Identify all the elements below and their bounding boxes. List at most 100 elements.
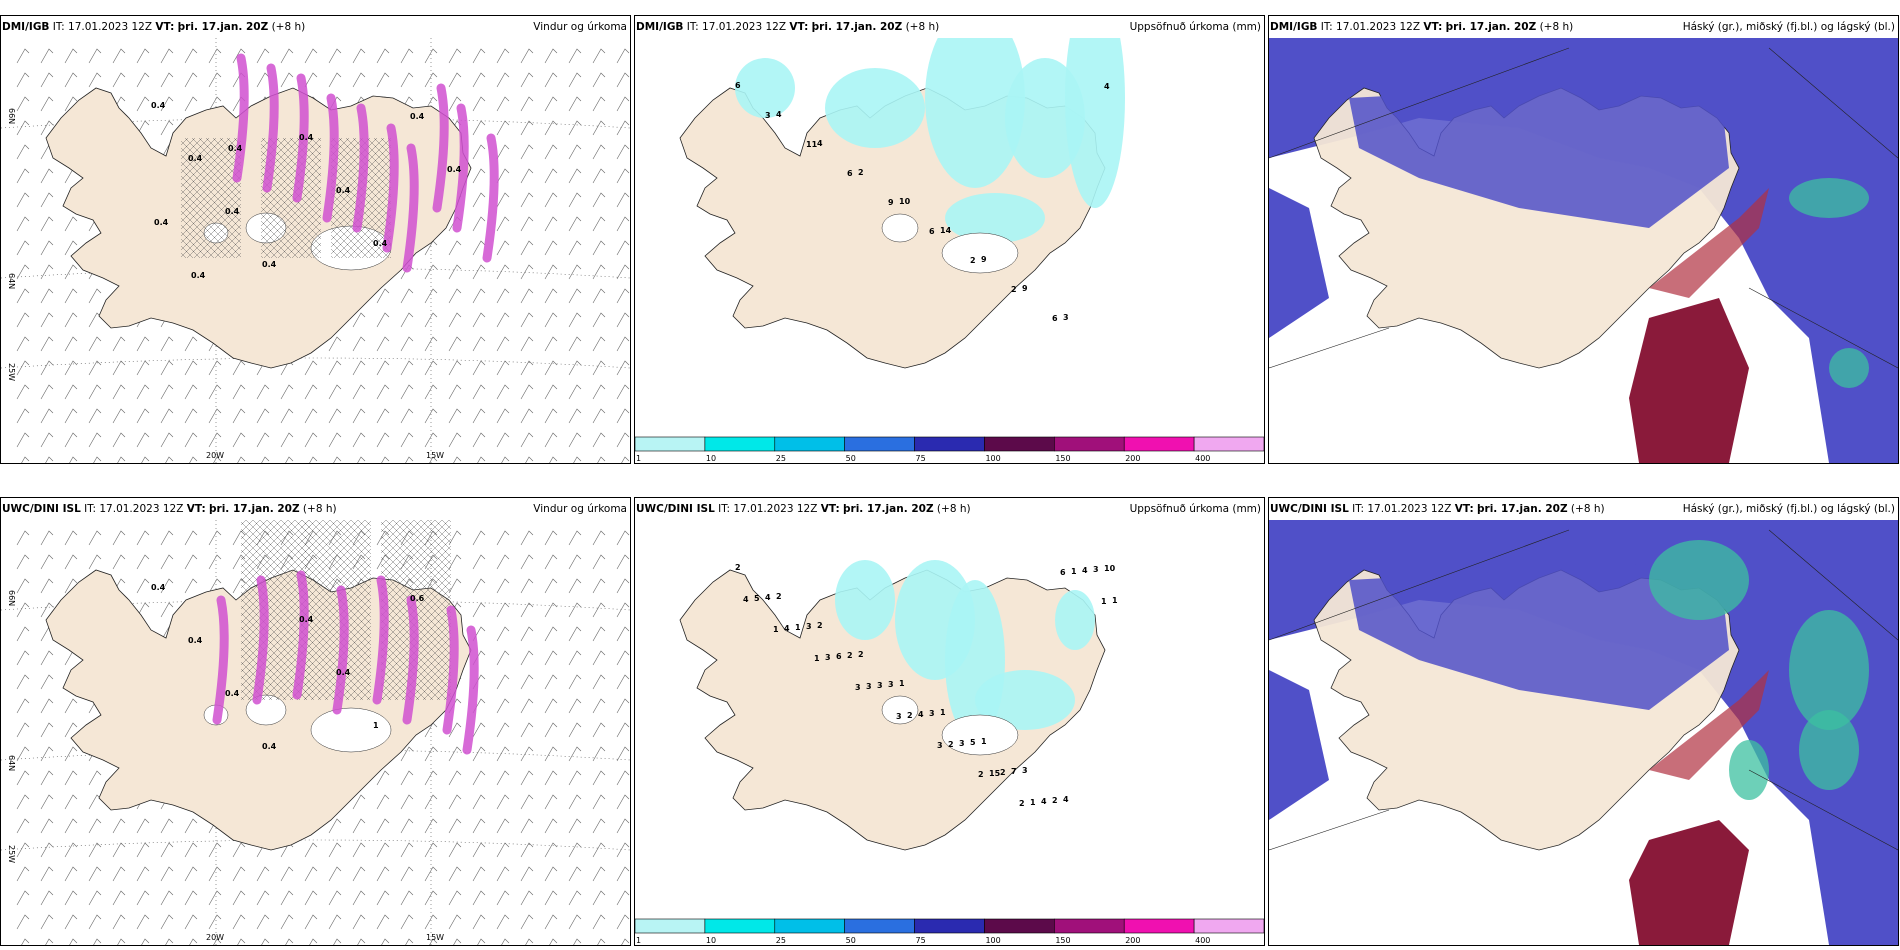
precip-streak [402,143,419,273]
precip-streak [462,625,479,755]
model-name: UWC/DINI ISL [2,503,81,515]
wind-value-label: 0.4 [299,615,314,624]
lead-time: (+8 h) [302,503,337,515]
precip-streak [332,585,349,715]
precip-value: 2 [735,563,741,572]
lon-label: 15W [426,933,444,942]
lead-time: (+8 h) [271,21,306,33]
precip-area [925,38,1025,188]
mid-cloud [1789,178,1869,218]
colorbar-swatch [1193,918,1264,934]
valid-label: VT: [1454,503,1474,515]
precip-value: 9 [981,255,987,264]
precip-streak [432,83,449,213]
init-time: 17.01.2023 12Z [99,503,184,515]
precip-value: 3 [825,653,831,662]
precip-value: 5 [754,594,760,603]
lead-time: (+8 h) [1539,21,1574,33]
model-name: UWC/DINI ISL [636,503,715,515]
high-cloud [1629,820,1749,945]
init-time: 17.01.2023 12Z [1336,21,1421,33]
lat-label: 25W [7,845,16,863]
precip-value: 2 [1000,768,1006,777]
high-cloud [1649,670,1769,780]
map-canvas [1269,38,1898,463]
precip-value: 1 [1030,798,1036,807]
precip-value: 4 [1082,566,1088,575]
precip-value: 6 [929,227,935,236]
precip-streak [352,103,369,233]
colorbar-tick: 10 [706,936,716,945]
colorbar-swatch [844,436,915,452]
precip-value: 3 [959,739,965,748]
precip-area [835,560,895,640]
mid-cloud [1789,610,1869,730]
wind-value-label: 0.4 [410,112,425,121]
valid-label: VT: [820,503,840,515]
precip-value: 3 [855,683,861,692]
valid-time: þri. 17.jan. 20Z [843,503,934,515]
precip-value: 14 [940,226,952,235]
precip-value: 2 [1011,285,1017,294]
colorbar-tick: 100 [985,936,1000,945]
colorbar-swatch [1193,436,1264,452]
colorbar-tick: 25 [776,454,786,463]
wind-value-label: 0.4 [299,133,314,142]
precip-value: 15 [989,769,1001,778]
precip-area [1005,58,1085,178]
precip-streak [292,570,309,700]
colorbar-tick: 25 [776,936,786,945]
colorbar-swatch [914,436,985,452]
precip-value: 3 [765,111,771,120]
precip-value: 3 [806,622,812,631]
valid-time: þri. 17.jan. 20Z [811,21,903,33]
precip-value: 5 [970,738,976,747]
precip-value: 3 [896,712,902,721]
init-label: IT: [1352,503,1365,515]
precip-value: 3 [866,682,872,691]
colorbar-tick: 75 [916,936,926,945]
wind-value-label: 0.4 [154,218,169,227]
precip-value: 3 [888,680,894,689]
colorbar-tick: 1 [636,454,641,463]
wind-value-label: 0.4 [225,689,240,698]
init-label: IT: [52,21,65,33]
precip-value: 2 [776,592,782,601]
wind-value-label: 0.4 [336,186,351,195]
mid-cloud [1649,540,1749,620]
colorbar-swatch [984,436,1055,452]
precip-value: 1 [981,737,987,746]
precip-value: 3 [1093,565,1099,574]
colorbar-swatch [635,436,706,452]
high-cloud [1629,298,1749,463]
precip-value: 4 [1104,82,1110,91]
lat-label: 25W [7,363,16,381]
panel-title: Háský (gr.), miðský (fj.bl.) og lágský (… [1682,21,1895,33]
precip-value: 2 [1052,796,1058,805]
colorbar-tick: 150 [1055,936,1070,945]
panel-title: Vindur og úrkoma [533,503,627,515]
colorbar-swatch [844,918,915,934]
low-cloud [1269,520,1898,945]
precip-value: 4 [743,595,749,604]
precip-value: 4 [765,593,771,602]
wind-value-label: 0.4 [447,165,462,174]
precip-value: 2 [847,651,853,660]
model-name: UWC/DINI ISL [1270,503,1349,515]
map-panel-precip-top: DMI/IGB IT: 17.01.2023 12Z VT: þri. 17.j… [634,15,1265,464]
precip-area [1065,38,1125,208]
panel-header: DMI/IGB IT: 17.01.2023 12Z VT: þri. 17.j… [1,16,630,38]
colorbar-tick: 400 [1195,454,1210,463]
precip-streak [212,595,229,725]
map-panel-cloud-bottom: UWC/DINI ISL IT: 17.01.2023 12Z VT: þri.… [1268,497,1899,946]
colorbar-tick: 1 [636,936,641,945]
wind-value-label: 0.4 [228,144,243,153]
precip-streak [402,595,419,725]
init-time: 17.01.2023 12Z [733,503,818,515]
lead-time: (+8 h) [936,503,971,515]
precip-value: 2 [907,711,913,720]
colorbar-swatch [774,436,845,452]
lat-label: 66N [7,108,16,124]
panel-title: Háský (gr.), miðský (fj.bl.) og lágský (… [1682,503,1895,515]
map-panel-wind-top: DMI/IGB IT: 17.01.2023 12Z VT: þri. 17.j… [0,15,631,464]
